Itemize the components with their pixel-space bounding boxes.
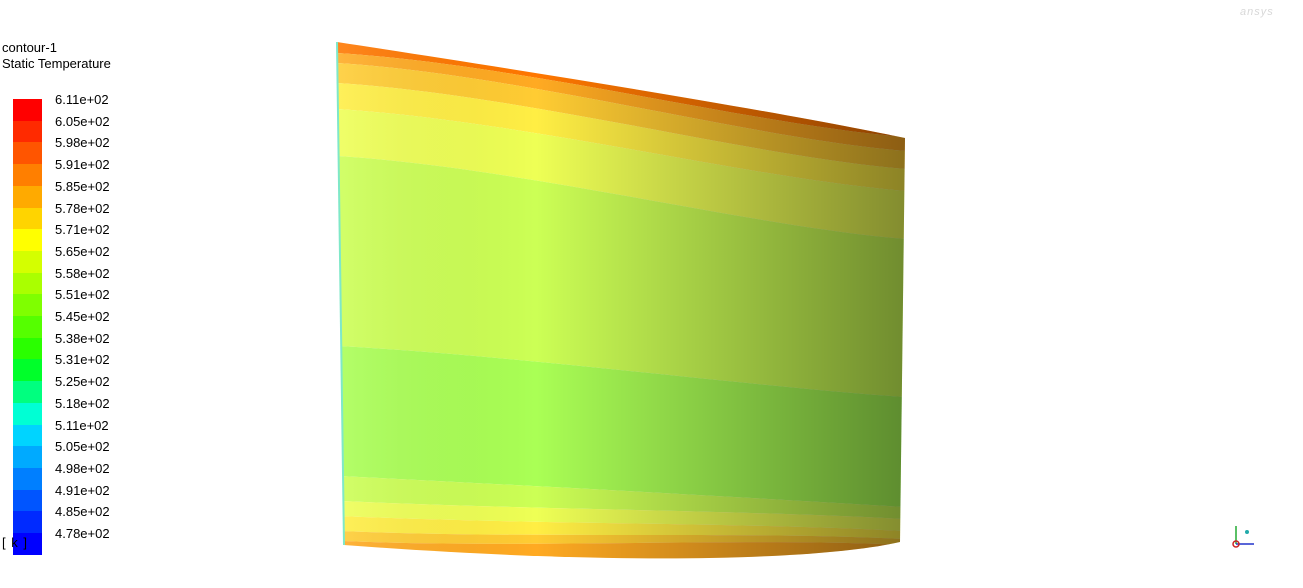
legend-tick-label: 4.98e+02 (55, 460, 110, 476)
axis-triad-icon (1232, 526, 1254, 548)
legend-tick-label: 5.85e+02 (55, 178, 110, 194)
legend-tick-label: 5.38e+02 (55, 330, 110, 346)
legend-tick-label: 6.11e+02 (55, 92, 109, 107)
legend-swatch (13, 381, 42, 404)
legend-tick-label: 5.51e+02 (55, 287, 110, 303)
contour-title: contour-1 (2, 40, 57, 55)
legend-tick-label: 5.05e+02 (55, 439, 110, 455)
legend-swatch (13, 316, 42, 338)
legend-swatch (13, 511, 42, 534)
legend-swatch (13, 185, 42, 208)
leading-edge (336, 41, 345, 546)
legend-swatch (13, 337, 42, 360)
legend-tick-label: 5.45e+02 (55, 309, 110, 324)
legend-tick-label: 6.05e+02 (55, 113, 110, 129)
legend-tick-label: 5.58e+02 (55, 265, 110, 281)
legend-swatch (13, 533, 42, 555)
legend-swatch (13, 229, 42, 252)
legend-tick-label: 5.78e+02 (55, 200, 110, 216)
legend-tick-label: 5.25e+02 (55, 374, 110, 390)
legend-tick-label: 5.71e+02 (55, 222, 110, 238)
surface-shading (337, 42, 905, 559)
legend-tick-label: 5.65e+02 (55, 243, 110, 259)
legend-tick-label: 5.18e+02 (55, 395, 110, 411)
legend-swatch (13, 99, 42, 121)
legend-swatch (13, 120, 42, 143)
legend-tick-label: 5.31e+02 (55, 352, 110, 368)
legend-tick-label: 5.11e+02 (55, 417, 109, 433)
legend-swatch (13, 446, 42, 469)
legend-tick-label: 4.78e+02 (55, 526, 110, 541)
legend-swatch (13, 164, 42, 187)
units-label: [ k ] (2, 535, 28, 550)
software-logo: ansys (1240, 6, 1274, 18)
legend-swatch (13, 467, 42, 490)
legend-swatch (13, 207, 42, 230)
legend-tick-label: 4.91e+02 (55, 482, 110, 498)
legend-tick-label: 5.91e+02 (55, 157, 110, 173)
legend-tick-label: 5.98e+02 (55, 135, 110, 151)
legend-swatch (13, 294, 42, 317)
legend-tick-label: 4.85e+02 (55, 504, 110, 520)
legend-swatch (13, 424, 42, 447)
variable-name: Static Temperature (2, 56, 111, 71)
legend-swatch (13, 250, 42, 273)
legend-swatch (13, 272, 42, 295)
legend-swatch (13, 489, 42, 512)
legend-swatch (13, 142, 42, 165)
legend-swatch (13, 402, 42, 425)
legend-swatch (13, 359, 42, 382)
plot-title-block: contour-1 Static Temperature (2, 40, 111, 72)
